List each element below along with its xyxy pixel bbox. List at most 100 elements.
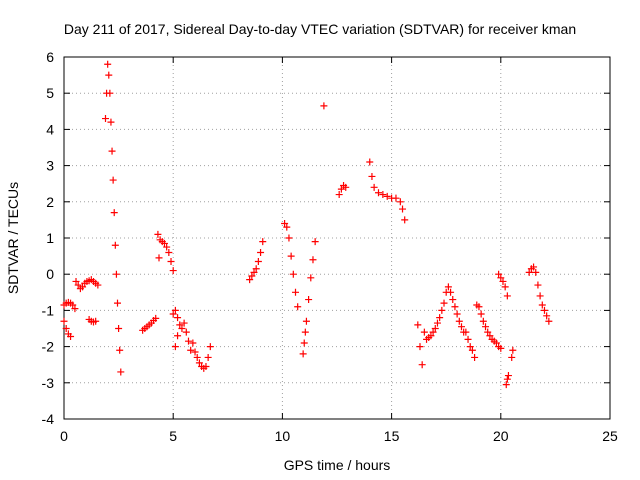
- data-point: [509, 346, 517, 354]
- data-point: [155, 254, 163, 262]
- data-point: [455, 317, 463, 325]
- y-tick-label: -2: [42, 339, 55, 355]
- x-tick-label: 15: [384, 428, 400, 444]
- data-point: [302, 317, 310, 325]
- data-point: [536, 292, 544, 300]
- x-tick-label: 25: [602, 428, 618, 444]
- chart-title: Day 211 of 2017, Sidereal Day-to-day VTE…: [64, 21, 576, 37]
- data-point: [94, 281, 102, 289]
- data-point: [504, 372, 512, 380]
- data-point: [281, 220, 289, 228]
- data-point: [414, 321, 422, 329]
- data-point: [538, 301, 546, 309]
- data-point: [479, 317, 487, 325]
- data-point: [545, 317, 553, 325]
- x-tick-label: 20: [493, 428, 509, 444]
- data-point: [305, 296, 313, 304]
- data-point: [167, 258, 175, 266]
- data-point: [449, 296, 457, 304]
- data-point: [311, 238, 319, 246]
- data-point: [160, 239, 168, 247]
- y-tick-label: -1: [42, 302, 55, 318]
- data-point: [254, 258, 262, 266]
- data-point: [60, 317, 68, 325]
- data-point: [106, 89, 114, 97]
- data-point: [195, 359, 203, 367]
- data-point: [206, 343, 214, 351]
- data-point: [370, 183, 378, 191]
- data-point: [477, 310, 485, 318]
- y-tick-label: 2: [46, 194, 54, 210]
- x-tick-labels: 0 5 10 15 20 25: [60, 428, 618, 444]
- y-tick-label: 0: [46, 266, 54, 282]
- data-point: [202, 363, 210, 371]
- data-point: [108, 147, 116, 155]
- data-point: [187, 346, 195, 354]
- data-point: [193, 353, 201, 361]
- plot-frame: [63, 56, 611, 420]
- data-point: [300, 339, 308, 347]
- data-point: [169, 267, 177, 275]
- y-tick-label: -3: [42, 375, 55, 391]
- grid-lines: [64, 57, 610, 419]
- data-point: [62, 325, 70, 332]
- data-point: [396, 198, 404, 206]
- data-point: [495, 270, 503, 278]
- data-point: [189, 339, 197, 347]
- data-point: [117, 368, 125, 376]
- data-point: [436, 314, 444, 322]
- data-point: [497, 344, 505, 352]
- data-point: [92, 317, 100, 325]
- data-point: [486, 332, 494, 340]
- data-point: [248, 272, 256, 280]
- data-point: [163, 243, 171, 251]
- data-point: [468, 346, 476, 354]
- data-point: [525, 268, 533, 276]
- data-point: [401, 216, 409, 224]
- data-point: [114, 299, 122, 307]
- data-point: [171, 306, 179, 314]
- data-point: [174, 332, 182, 340]
- x-tick-label: 5: [169, 428, 177, 444]
- data-point: [191, 348, 199, 356]
- data-point: [366, 158, 374, 166]
- data-point: [115, 325, 123, 332]
- data-point: [74, 281, 82, 289]
- data-point: [392, 194, 400, 202]
- data-point: [342, 183, 350, 191]
- data-point: [451, 303, 459, 311]
- data-point: [431, 325, 439, 332]
- data-point: [285, 234, 293, 242]
- data-point: [79, 283, 87, 291]
- data-point: [250, 268, 258, 276]
- data-point: [112, 270, 120, 278]
- data-point: [337, 185, 345, 193]
- data-point: [503, 292, 511, 300]
- data-point: [252, 265, 260, 273]
- data-point: [447, 288, 455, 296]
- data-point: [484, 328, 492, 336]
- data-point: [383, 192, 391, 200]
- data-point: [154, 230, 162, 238]
- y-tick-label: 3: [46, 158, 54, 174]
- data-point: [453, 310, 461, 318]
- data-point: [116, 346, 124, 354]
- data-point: [72, 277, 80, 285]
- data-point: [182, 328, 190, 336]
- data-point: [374, 189, 382, 197]
- data-point: [471, 353, 479, 361]
- data-point: [294, 303, 302, 311]
- data-point: [540, 306, 548, 314]
- data-point: [178, 325, 186, 332]
- data-point: [399, 205, 407, 213]
- data-point: [499, 277, 507, 285]
- data-point: [152, 314, 160, 322]
- y-tick-label: 5: [46, 85, 54, 101]
- data-point: [416, 343, 424, 351]
- data-point: [420, 328, 428, 336]
- data-point: [466, 343, 474, 351]
- data-point: [246, 276, 254, 284]
- y-tick-label: -4: [42, 411, 55, 427]
- data-point: [462, 328, 470, 336]
- data-point: [464, 335, 472, 343]
